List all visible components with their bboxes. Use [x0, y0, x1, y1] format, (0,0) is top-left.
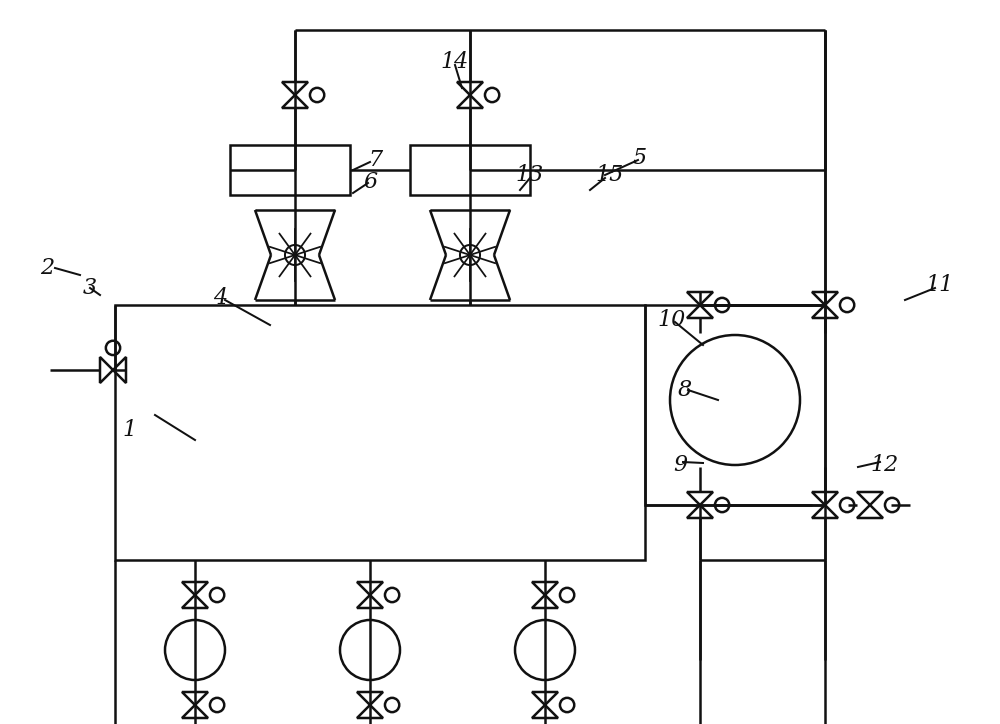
Text: 1: 1: [123, 419, 137, 441]
Bar: [230, 145, 350, 195]
Text: 8: 8: [678, 379, 692, 401]
Text: 12: 12: [871, 454, 899, 476]
Text: 9: 9: [673, 454, 687, 476]
Text: 5: 5: [633, 147, 647, 169]
Text: 10: 10: [658, 309, 686, 331]
Bar: [115, 305, 645, 560]
Text: 15: 15: [596, 164, 624, 186]
Text: 3: 3: [83, 277, 97, 299]
Text: 14: 14: [441, 51, 469, 73]
Text: 4: 4: [213, 287, 227, 309]
Text: 6: 6: [363, 171, 377, 193]
Text: 2: 2: [40, 257, 54, 279]
Bar: [645, 305, 825, 505]
Bar: [410, 145, 530, 195]
Text: 7: 7: [368, 149, 382, 171]
Text: 11: 11: [926, 274, 954, 296]
Text: 13: 13: [516, 164, 544, 186]
